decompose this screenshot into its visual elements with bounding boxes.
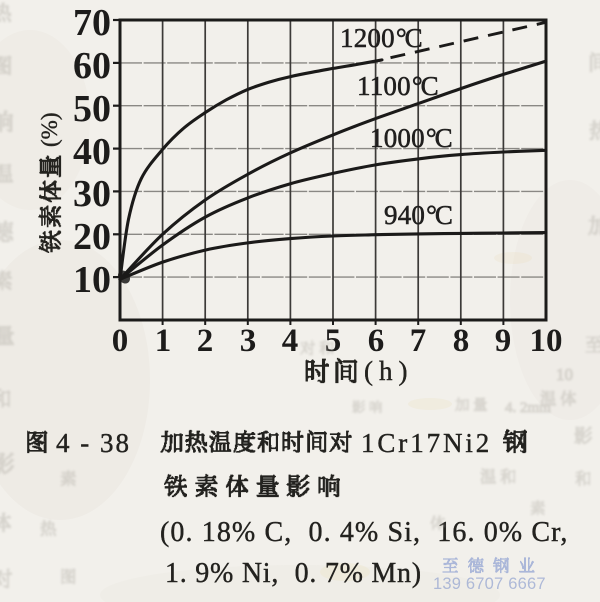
- svg-text:1. 9% Ni, 0. 7% Mn): 1. 9% Ni, 0. 7% Mn): [165, 558, 422, 589]
- svg-text:1Cr17Ni2: 1Cr17Ni2: [361, 428, 492, 458]
- svg-text:7: 7: [410, 323, 427, 359]
- svg-text:1200°C: 1200°C: [340, 23, 423, 53]
- svg-text:940°C: 940°C: [384, 200, 453, 230]
- svg-text:(h): (h): [364, 356, 413, 386]
- svg-text:1000°C: 1000°C: [370, 123, 453, 153]
- svg-text:10: 10: [73, 259, 111, 301]
- svg-text:40: 40: [73, 131, 111, 173]
- svg-text:6: 6: [368, 323, 385, 359]
- svg-text:139 6707 6667: 139 6707 6667: [433, 575, 546, 593]
- svg-text:30: 30: [73, 173, 111, 215]
- svg-text:5: 5: [325, 323, 342, 359]
- svg-text:4: 4: [282, 323, 299, 359]
- svg-text:1100°C: 1100°C: [357, 71, 439, 101]
- svg-text:3: 3: [240, 323, 257, 359]
- svg-text:8: 8: [453, 323, 470, 359]
- svg-text:9: 9: [495, 323, 512, 359]
- svg-text:(0. 18% C, 0. 4% Si, 16. 0%: (0. 18% C, 0. 4% Si, 16. 0% Cr,: [160, 517, 569, 548]
- svg-text:60: 60: [73, 45, 111, 87]
- svg-text:(%): (%): [37, 113, 62, 147]
- svg-text:2: 2: [197, 323, 214, 359]
- svg-text:50: 50: [73, 88, 111, 130]
- svg-text:20: 20: [73, 216, 111, 258]
- svg-text:10: 10: [530, 323, 563, 359]
- svg-text:70: 70: [73, 2, 111, 44]
- svg-text:4. 2mm: 4. 2mm: [505, 400, 551, 416]
- svg-text:1: 1: [155, 323, 172, 359]
- svg-text:4 - 38: 4 - 38: [56, 428, 131, 458]
- svg-text:0: 0: [112, 323, 129, 359]
- svg-text:10: 10: [556, 365, 573, 384]
